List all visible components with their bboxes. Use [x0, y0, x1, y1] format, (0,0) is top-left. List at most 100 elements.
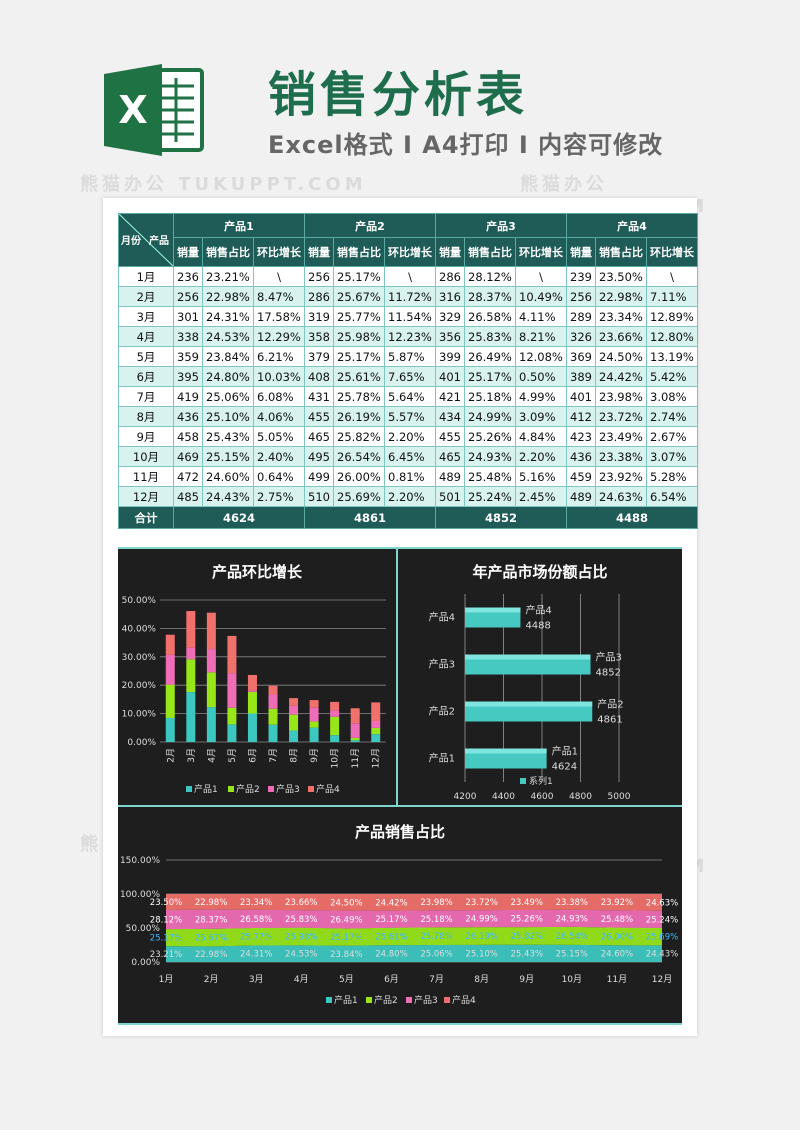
total-value: 4624: [173, 506, 305, 529]
sales-qty-cell: 499: [304, 466, 334, 487]
sales-share-cell: 23.49%: [595, 426, 647, 447]
mom-growth-cell: 12.23%: [384, 326, 436, 347]
month-cell: 9月: [118, 426, 174, 447]
bar-segment: [247, 690, 257, 692]
legend-swatch: [520, 778, 526, 784]
mom-growth-cell: 11.54%: [384, 306, 436, 327]
bar-segment: [268, 724, 278, 742]
bar-segment: [309, 721, 319, 728]
data-label: 25.82%: [511, 932, 543, 942]
y-tick-label: 产品2: [429, 705, 455, 718]
mom-growth-cell: 3.08%: [646, 386, 698, 407]
data-label: 24.80%: [375, 950, 407, 960]
data-label: 28.12%: [150, 916, 182, 926]
bar-segment: [165, 654, 175, 685]
sales-qty-cell: 436: [566, 446, 596, 467]
sales-qty-cell: 326: [566, 326, 596, 347]
mom-growth-cell: 6.21%: [253, 346, 305, 367]
sales-qty-cell: 412: [566, 406, 596, 427]
mom-growth-cell: 4.06%: [253, 406, 305, 427]
legend-label: 产品3: [414, 994, 438, 1006]
sales-share-area-chart: 产品销售占比 0.00% 50.00% 100.00% 150.00% 23.21% 22.…: [120, 823, 678, 1006]
x-tick-label: 6月: [384, 974, 399, 985]
chart-title: 产品环比增长: [212, 563, 303, 581]
sales-qty-cell: 356: [435, 326, 465, 347]
data-label: 23.84%: [330, 950, 362, 960]
legend-swatch: [366, 997, 372, 1003]
mom-growth-cell: 2.20%: [384, 426, 436, 447]
divider: [396, 547, 398, 805]
bar-segment: [289, 730, 299, 742]
subheader-cell: 环比增长: [646, 237, 698, 267]
mom-growth-cell: 5.42%: [646, 366, 698, 387]
sales-qty-cell: 286: [435, 266, 465, 287]
legend-label: 产品3: [276, 783, 300, 795]
x-tick-label: 3月: [186, 748, 197, 763]
sales-qty-cell: 434: [435, 406, 465, 427]
product-header: 产品2: [304, 212, 436, 239]
bar-segment: [206, 612, 216, 650]
sales-qty-cell: 379: [304, 346, 334, 367]
corner-header-cell: 月份 产品: [118, 213, 174, 267]
bar-segment: [227, 635, 237, 674]
sales-qty-cell: 256: [173, 286, 203, 307]
sales-share-cell: 24.42%: [595, 366, 647, 387]
table-row: 1月 236 23.21% \ 256 25.17% \ 286 28.12% \ 239 23.50…: [118, 266, 698, 287]
data-label: 25.10%: [465, 949, 497, 959]
data-label: 24.50%: [330, 898, 362, 908]
y-tick-label: 40.00%: [122, 624, 157, 634]
subheader-cell: 环比增长: [515, 237, 567, 267]
bar-segment: [165, 684, 175, 718]
bar-segment: [371, 727, 381, 735]
subheader-cell: 销量: [435, 237, 465, 267]
data-label: 24.63%: [646, 898, 678, 908]
data-label: 25.24%: [646, 915, 678, 925]
sales-qty-cell: 399: [435, 346, 465, 367]
subheader-cell: 销量: [173, 237, 203, 267]
sales-share-cell: 23.66%: [595, 326, 647, 347]
bar-segment: [227, 724, 237, 742]
data-label: 23.72%: [465, 898, 497, 908]
bar-segment: [289, 705, 299, 715]
bar-segment: [330, 735, 340, 742]
sales-qty-cell: 256: [566, 286, 596, 307]
x-tick-label: 4月: [294, 974, 309, 985]
mom-growth-cell: 7.11%: [646, 286, 698, 307]
mom-growth-cell: 12.08%: [515, 346, 567, 367]
mom-growth-cell: 13.19%: [646, 346, 698, 367]
page-header: X 销售分析表 Excel格式 I A4打印 I 内容可修改: [0, 0, 800, 195]
subheader-cell: 环比增长: [253, 237, 305, 267]
mom-growth-cell: 10.03%: [253, 366, 305, 387]
data-label: 25.83%: [285, 915, 317, 925]
bar-highlight: [465, 607, 521, 613]
x-tick-label: 5000: [608, 792, 631, 802]
y-tick-label: 产品3: [429, 658, 455, 671]
bar-highlight: [465, 701, 593, 707]
x-tick-label: 7月: [429, 974, 444, 985]
x-tick-label: 5月: [339, 974, 354, 985]
sales-qty-cell: 459: [566, 466, 596, 487]
bar-highlight: [465, 654, 591, 660]
total-value: 4488: [566, 506, 698, 529]
sales-share-cell: 25.78%: [333, 386, 385, 407]
sales-share-cell: 24.50%: [595, 346, 647, 367]
sales-share-cell: 24.43%: [202, 486, 254, 507]
mom-growth-cell: 4.84%: [515, 426, 567, 447]
sales-share-cell: 24.60%: [202, 466, 254, 487]
legend-swatch: [228, 786, 234, 792]
data-label: 23.21%: [150, 950, 182, 960]
bar-segment: [330, 710, 340, 717]
data-label: 25.77%: [240, 933, 272, 943]
data-label: 25.43%: [511, 949, 543, 959]
month-cell: 12月: [118, 486, 174, 507]
mom-growth-cell: \: [253, 266, 305, 287]
data-label: 24.53%: [285, 950, 317, 960]
corner-product-label: 产品: [149, 234, 169, 247]
data-label: 23.49%: [511, 898, 543, 908]
data-label: 25.18%: [420, 915, 452, 925]
legend-swatch: [444, 997, 450, 1003]
bar-segment: [289, 698, 299, 706]
sales-share-cell: 28.37%: [464, 286, 516, 307]
divider: [118, 1023, 682, 1025]
y-tick-label: 100.00%: [120, 890, 160, 900]
